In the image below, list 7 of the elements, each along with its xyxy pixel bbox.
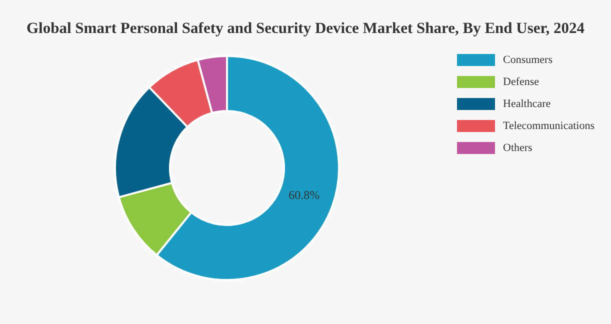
chart-title: Global Smart Personal Safety and Security Device Market Share, By End User, 2024 — [26, 20, 586, 38]
legend-label: Defense — [503, 76, 540, 88]
legend-label: Others — [503, 142, 532, 154]
data-label: 60.8% — [288, 188, 320, 202]
legend-label: Healthcare — [503, 98, 551, 110]
legend-label: Consumers — [503, 54, 552, 66]
legend-label: Telecommunications — [503, 120, 594, 132]
